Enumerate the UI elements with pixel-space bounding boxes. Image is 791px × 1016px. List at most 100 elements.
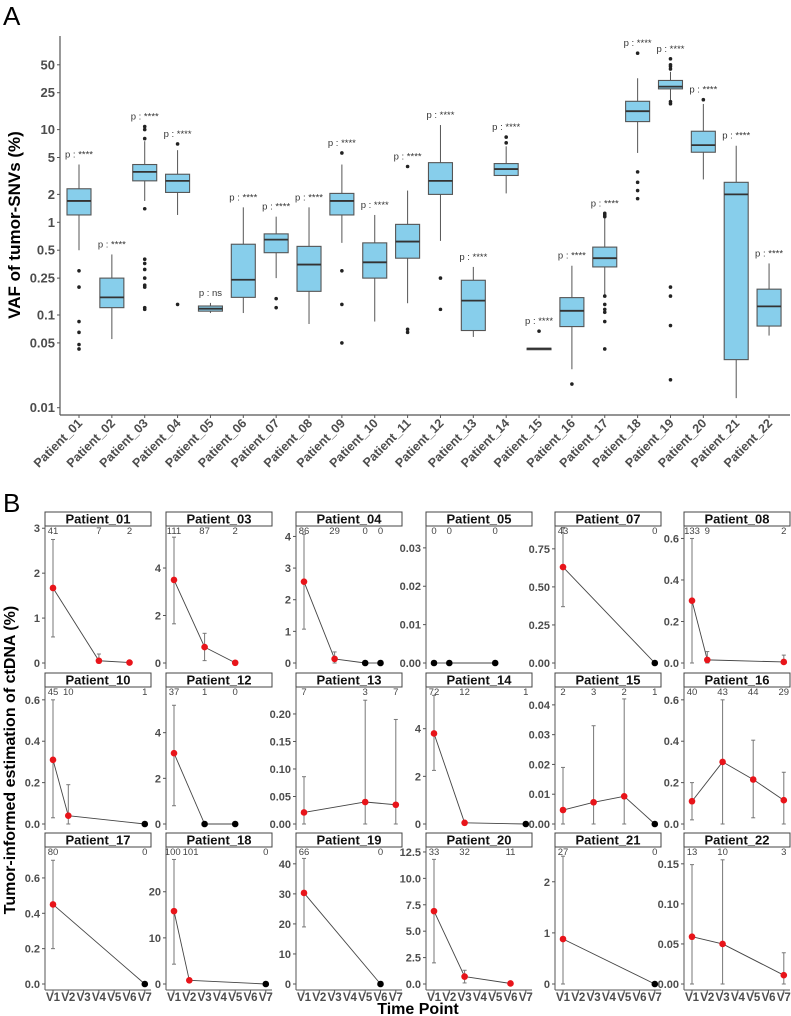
y-tick-label: 2 (48, 187, 55, 202)
y-tick-label: 0.15 (270, 736, 291, 748)
p-value-label: p : **** (689, 85, 717, 96)
snv-count-label: 9 (705, 526, 710, 537)
snv-count-label: 2 (622, 687, 627, 698)
p-value-label: p : **** (459, 252, 487, 263)
y-tick-label: 0.4 (25, 736, 41, 748)
facet-strip (683, 511, 791, 527)
trend-line-segment (752, 779, 785, 801)
y-tick-label: 0.2 (25, 944, 40, 956)
facet-strip (295, 672, 403, 688)
outlier-point (77, 347, 81, 351)
snv-count-label: 10 (717, 847, 728, 858)
data-point (377, 659, 384, 667)
p-value-label: p : **** (65, 150, 93, 161)
snv-count-label: 2 (781, 526, 786, 537)
snv-count-label: 41 (48, 526, 59, 537)
x-tick-label: V6 (122, 992, 136, 1004)
outlier-point (340, 341, 344, 345)
trend-line-segment (691, 600, 708, 660)
snv-count-label: 13 (687, 847, 698, 858)
data-point (461, 819, 468, 827)
outlier-point (77, 342, 81, 347)
box (329, 192, 355, 216)
panel-b-x-axis-title: Time Point (377, 1001, 459, 1016)
data-point (704, 656, 711, 664)
facet-title: Patient_04 (316, 512, 382, 527)
facet-patient-05: Patient_050.000.010.020.030 0 0 (400, 511, 533, 670)
snv-count-label: 86 (299, 526, 310, 537)
box (66, 188, 92, 216)
y-tick-label: 0.0 (25, 979, 40, 991)
x-tick-label: V7 (777, 992, 791, 1004)
trend-line-segment (98, 660, 130, 664)
data-point (559, 806, 567, 814)
facet-patient-14: Patient_14 0 2 4 72 12 1 (415, 672, 533, 831)
x-tick-label: V2 (700, 992, 714, 1004)
outlier-point (668, 101, 673, 106)
x-tick-label: V5 (746, 992, 761, 1004)
y-tick-label: 2 (544, 877, 550, 889)
trend-line-segment (722, 943, 785, 976)
data-point (461, 973, 468, 980)
outlier-point (668, 64, 673, 69)
data-point (620, 793, 628, 800)
x-tick-label: V3 (198, 992, 212, 1004)
y-tick-label: 0.0 (406, 979, 421, 991)
p-value-label: p : **** (492, 122, 520, 133)
facet-title: Patient_18 (186, 833, 251, 848)
data-point (49, 756, 57, 764)
x-tick-label: V2 (182, 992, 196, 1004)
y-tick-label: 0.00 (529, 658, 550, 670)
y-tick-label: 0.75 (529, 544, 550, 556)
panel-label-b: B (3, 488, 20, 518)
x-tick-label: V1 (427, 992, 442, 1004)
data-point (688, 797, 696, 805)
snv-count-label: 111 (167, 526, 181, 537)
outlier-point (668, 323, 673, 328)
outlier-point (602, 302, 607, 307)
outlier-point (142, 307, 147, 312)
facet-strip (44, 672, 152, 688)
snv-count-label: 1 (142, 687, 147, 698)
data-point (141, 980, 149, 988)
outlier-point (142, 136, 147, 141)
facet-strip (683, 832, 791, 848)
p-value-label: p : **** (361, 200, 389, 211)
snv-count-label: 12 (459, 687, 470, 698)
outlier-point (668, 285, 673, 289)
p-value-label: p : **** (656, 44, 684, 55)
trend-line-segment (433, 910, 466, 977)
panel-a-y-axis-title: VAF of tumor-SNVs (%) (5, 131, 24, 319)
outlier-point (142, 124, 147, 129)
outlier-point (668, 57, 673, 61)
y-tick-label: 0.05 (270, 791, 291, 803)
x-tick-label: V3 (328, 992, 342, 1004)
y-tick-label: 5 (48, 150, 55, 165)
data-point (590, 798, 597, 806)
data-point (780, 971, 788, 979)
data-point (331, 655, 338, 663)
x-tick-label: V5 (617, 992, 632, 1004)
trend-line-segment (623, 795, 656, 825)
y-tick-label: 0.1 (37, 308, 55, 323)
y-tick-label: 12.5 (400, 847, 421, 859)
facet-title: Patient_05 (446, 512, 511, 527)
snv-count-label: 33 (429, 847, 440, 858)
snv-count-label: 0 (652, 526, 657, 537)
box (427, 162, 454, 195)
y-tick-label: 0.10 (658, 899, 679, 911)
data-point (430, 659, 438, 667)
y-tick-label: 0.03 (400, 543, 421, 555)
snv-count-label: 37 (169, 687, 180, 698)
data-point (719, 940, 726, 948)
y-tick-label: 0.05 (30, 335, 55, 350)
p-value-label: p : **** (295, 192, 323, 203)
p-value-label: p : **** (525, 316, 553, 327)
x-tick-label: V7 (259, 992, 273, 1004)
facet-strip (425, 511, 533, 527)
y-tick-label: 10 (149, 933, 161, 945)
snv-count-label: 0 (363, 526, 368, 537)
y-tick-label: 0.6 (25, 873, 40, 885)
